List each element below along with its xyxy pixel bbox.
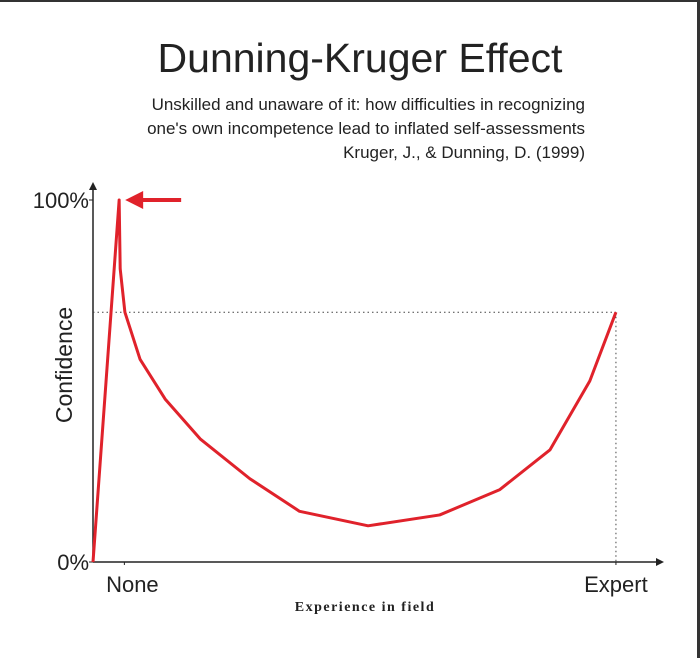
- chart-title: Dunning-Kruger Effect: [158, 35, 564, 81]
- y-tick-label: 100%: [33, 188, 89, 213]
- subtitle: Kruger, J., & Dunning, D. (1999): [343, 143, 585, 162]
- x-axis-label: Experience in field: [295, 600, 436, 615]
- y-tick-label: 0%: [57, 550, 89, 575]
- y-axis-label: Confidence: [51, 307, 77, 423]
- subtitle: one's own incompetence lead to inflated …: [147, 119, 585, 138]
- x-tick-label: Expert: [584, 572, 648, 597]
- subtitle: Unskilled and unaware of it: how difficu…: [152, 95, 585, 114]
- annotation-arrowhead: [125, 191, 144, 209]
- line: [91, 198, 618, 563]
- x-tick-label: None: [106, 572, 159, 597]
- frame-edge: [0, 0, 700, 2]
- y-axis-arrow: [89, 182, 97, 190]
- frame-edge: [697, 0, 700, 658]
- x-axis-arrow: [656, 558, 664, 566]
